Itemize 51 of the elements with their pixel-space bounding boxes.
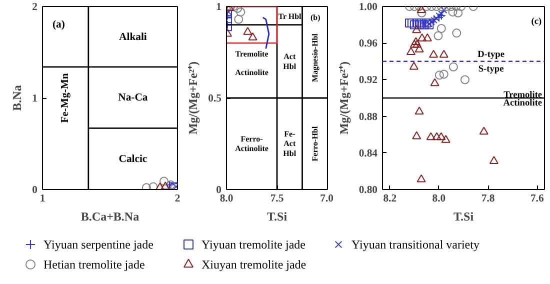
annotation: Fe- Act Hbl [283, 129, 297, 158]
x-axis-title: T.Si [266, 210, 288, 224]
legend-label: Hetian tremolite jade [44, 258, 145, 272]
annotation: Actinolite [503, 98, 542, 108]
annotation: Na-Ca [118, 92, 148, 104]
x-tick-label: 7.8 [481, 194, 495, 204]
x-tick-label: 7.6 [530, 194, 544, 204]
annotation: Magnesio-Hbl [310, 32, 320, 82]
annotation: (b) [310, 12, 321, 22]
annotation: Ferro- Actinolite [235, 134, 269, 154]
annotation: Calcic [118, 154, 148, 165]
y-tick-label: 0.88 [358, 112, 378, 123]
y-tick-label: 1 [216, 2, 222, 13]
annotation: Act Hbl [283, 52, 297, 71]
y-tick-label: 0.80 [358, 185, 378, 196]
y-axis-title: B.Na [10, 85, 24, 111]
legend-label: Yiyuan transitional variety [352, 238, 480, 252]
y-axis-title: Mg/(Mg+Fe²⁺) [186, 61, 200, 135]
x-tick-label: 1 [40, 194, 46, 204]
x-tick-label: 8.2 [383, 194, 397, 204]
annotation: Tremolite [504, 90, 542, 100]
x-tick-label: 7.0 [320, 194, 334, 204]
annotation: Alkali [119, 32, 147, 44]
legend-label: Yiyuan serpentine jade [44, 238, 154, 252]
annotation: (a) [52, 19, 66, 30]
annotation: Actinolite [235, 68, 269, 77]
annotation: Fe-Mg-Mn [60, 73, 71, 123]
x-tick-label: 8.0 [220, 194, 234, 204]
y-tick-label: 0.84 [358, 148, 378, 160]
annotation: Ferro-Hbl [310, 125, 320, 162]
annotation: (c) [531, 17, 542, 28]
x-axis-title: T.Si [453, 210, 474, 224]
x-axis-title: B.Ca+B.Na [80, 210, 140, 224]
legend-label: Xiuyan tremolite jade [202, 258, 306, 272]
y-tick-label: 0.92 [358, 75, 378, 86]
annotation: Tr Hbl [278, 12, 302, 22]
x-tick-label: 2 [174, 194, 180, 204]
y-tick-label: 0 [216, 185, 222, 196]
legend-label: Yiyuan tremolite jade [202, 238, 306, 252]
y-tick-label: 1 [32, 94, 38, 104]
annotation: Tremolite [235, 50, 269, 59]
annotation: S-type [478, 64, 504, 75]
y-tick-label: 0 [32, 185, 38, 196]
y-tick-label: 0.5 [208, 94, 222, 104]
annotation: D-type [478, 50, 505, 60]
y-tick-label: 1.00 [358, 2, 378, 13]
y-tick-label: 2 [32, 2, 38, 13]
y-axis-title: Mg/(Mg+Fe²⁺) [336, 61, 351, 135]
x-tick-label: 7.5 [270, 194, 284, 204]
x-tick-label: 8.0 [432, 194, 446, 204]
y-tick-label: 0.96 [358, 38, 378, 50]
